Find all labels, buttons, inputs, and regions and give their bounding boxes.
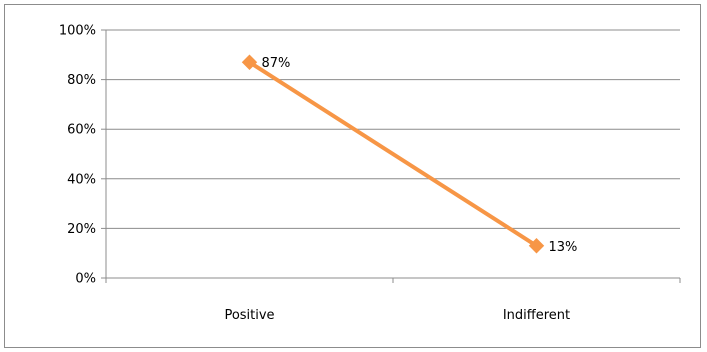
data-point-indifferent — [528, 238, 545, 254]
y-tick-label-0: 0% — [75, 272, 96, 287]
data-labels: 87% 13% — [262, 56, 578, 255]
axes — [101, 29, 681, 283]
series-positive-indifferent — [241, 54, 545, 254]
data-point-positive — [241, 54, 258, 70]
y-tick-label-2: 40% — [67, 172, 96, 187]
y-axis-tick-labels: 0% 20% 40% 60% 80% 100% — [59, 24, 96, 287]
y-tick-label-5: 100% — [59, 24, 96, 39]
x-tick-label-0: Positive — [224, 308, 274, 323]
x-axis-tick-labels: Positive Indifferent — [224, 308, 570, 323]
gridlines — [106, 29, 680, 229]
data-label-positive: 87% — [262, 56, 291, 71]
y-tick-label-3: 60% — [67, 123, 96, 138]
chart-frame — [4, 4, 701, 348]
x-tick-label-1: Indifferent — [503, 308, 570, 323]
data-label-indifferent: 13% — [549, 240, 578, 255]
y-tick-label-4: 80% — [67, 73, 96, 88]
series-line-0 — [247, 60, 539, 248]
y-tick-label-1: 20% — [67, 222, 96, 237]
